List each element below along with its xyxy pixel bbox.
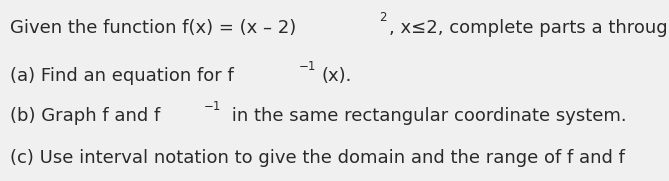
Text: −1: −1 — [204, 100, 221, 113]
Text: (x).: (x). — [321, 68, 351, 85]
Text: , x≤2, complete parts a through c.: , x≤2, complete parts a through c. — [389, 19, 669, 37]
Text: 2: 2 — [379, 11, 387, 24]
Text: in the same rectangular coordinate system.: in the same rectangular coordinate syste… — [226, 107, 627, 125]
Text: −1: −1 — [299, 60, 316, 73]
Text: Given the function f(x) = (x – 2): Given the function f(x) = (x – 2) — [10, 19, 296, 37]
Text: (c) Use interval notation to give the domain and the range of f and f: (c) Use interval notation to give the do… — [10, 149, 625, 167]
Text: (a) Find an equation for f: (a) Find an equation for f — [10, 68, 233, 85]
Text: (b) Graph f and f: (b) Graph f and f — [10, 107, 161, 125]
